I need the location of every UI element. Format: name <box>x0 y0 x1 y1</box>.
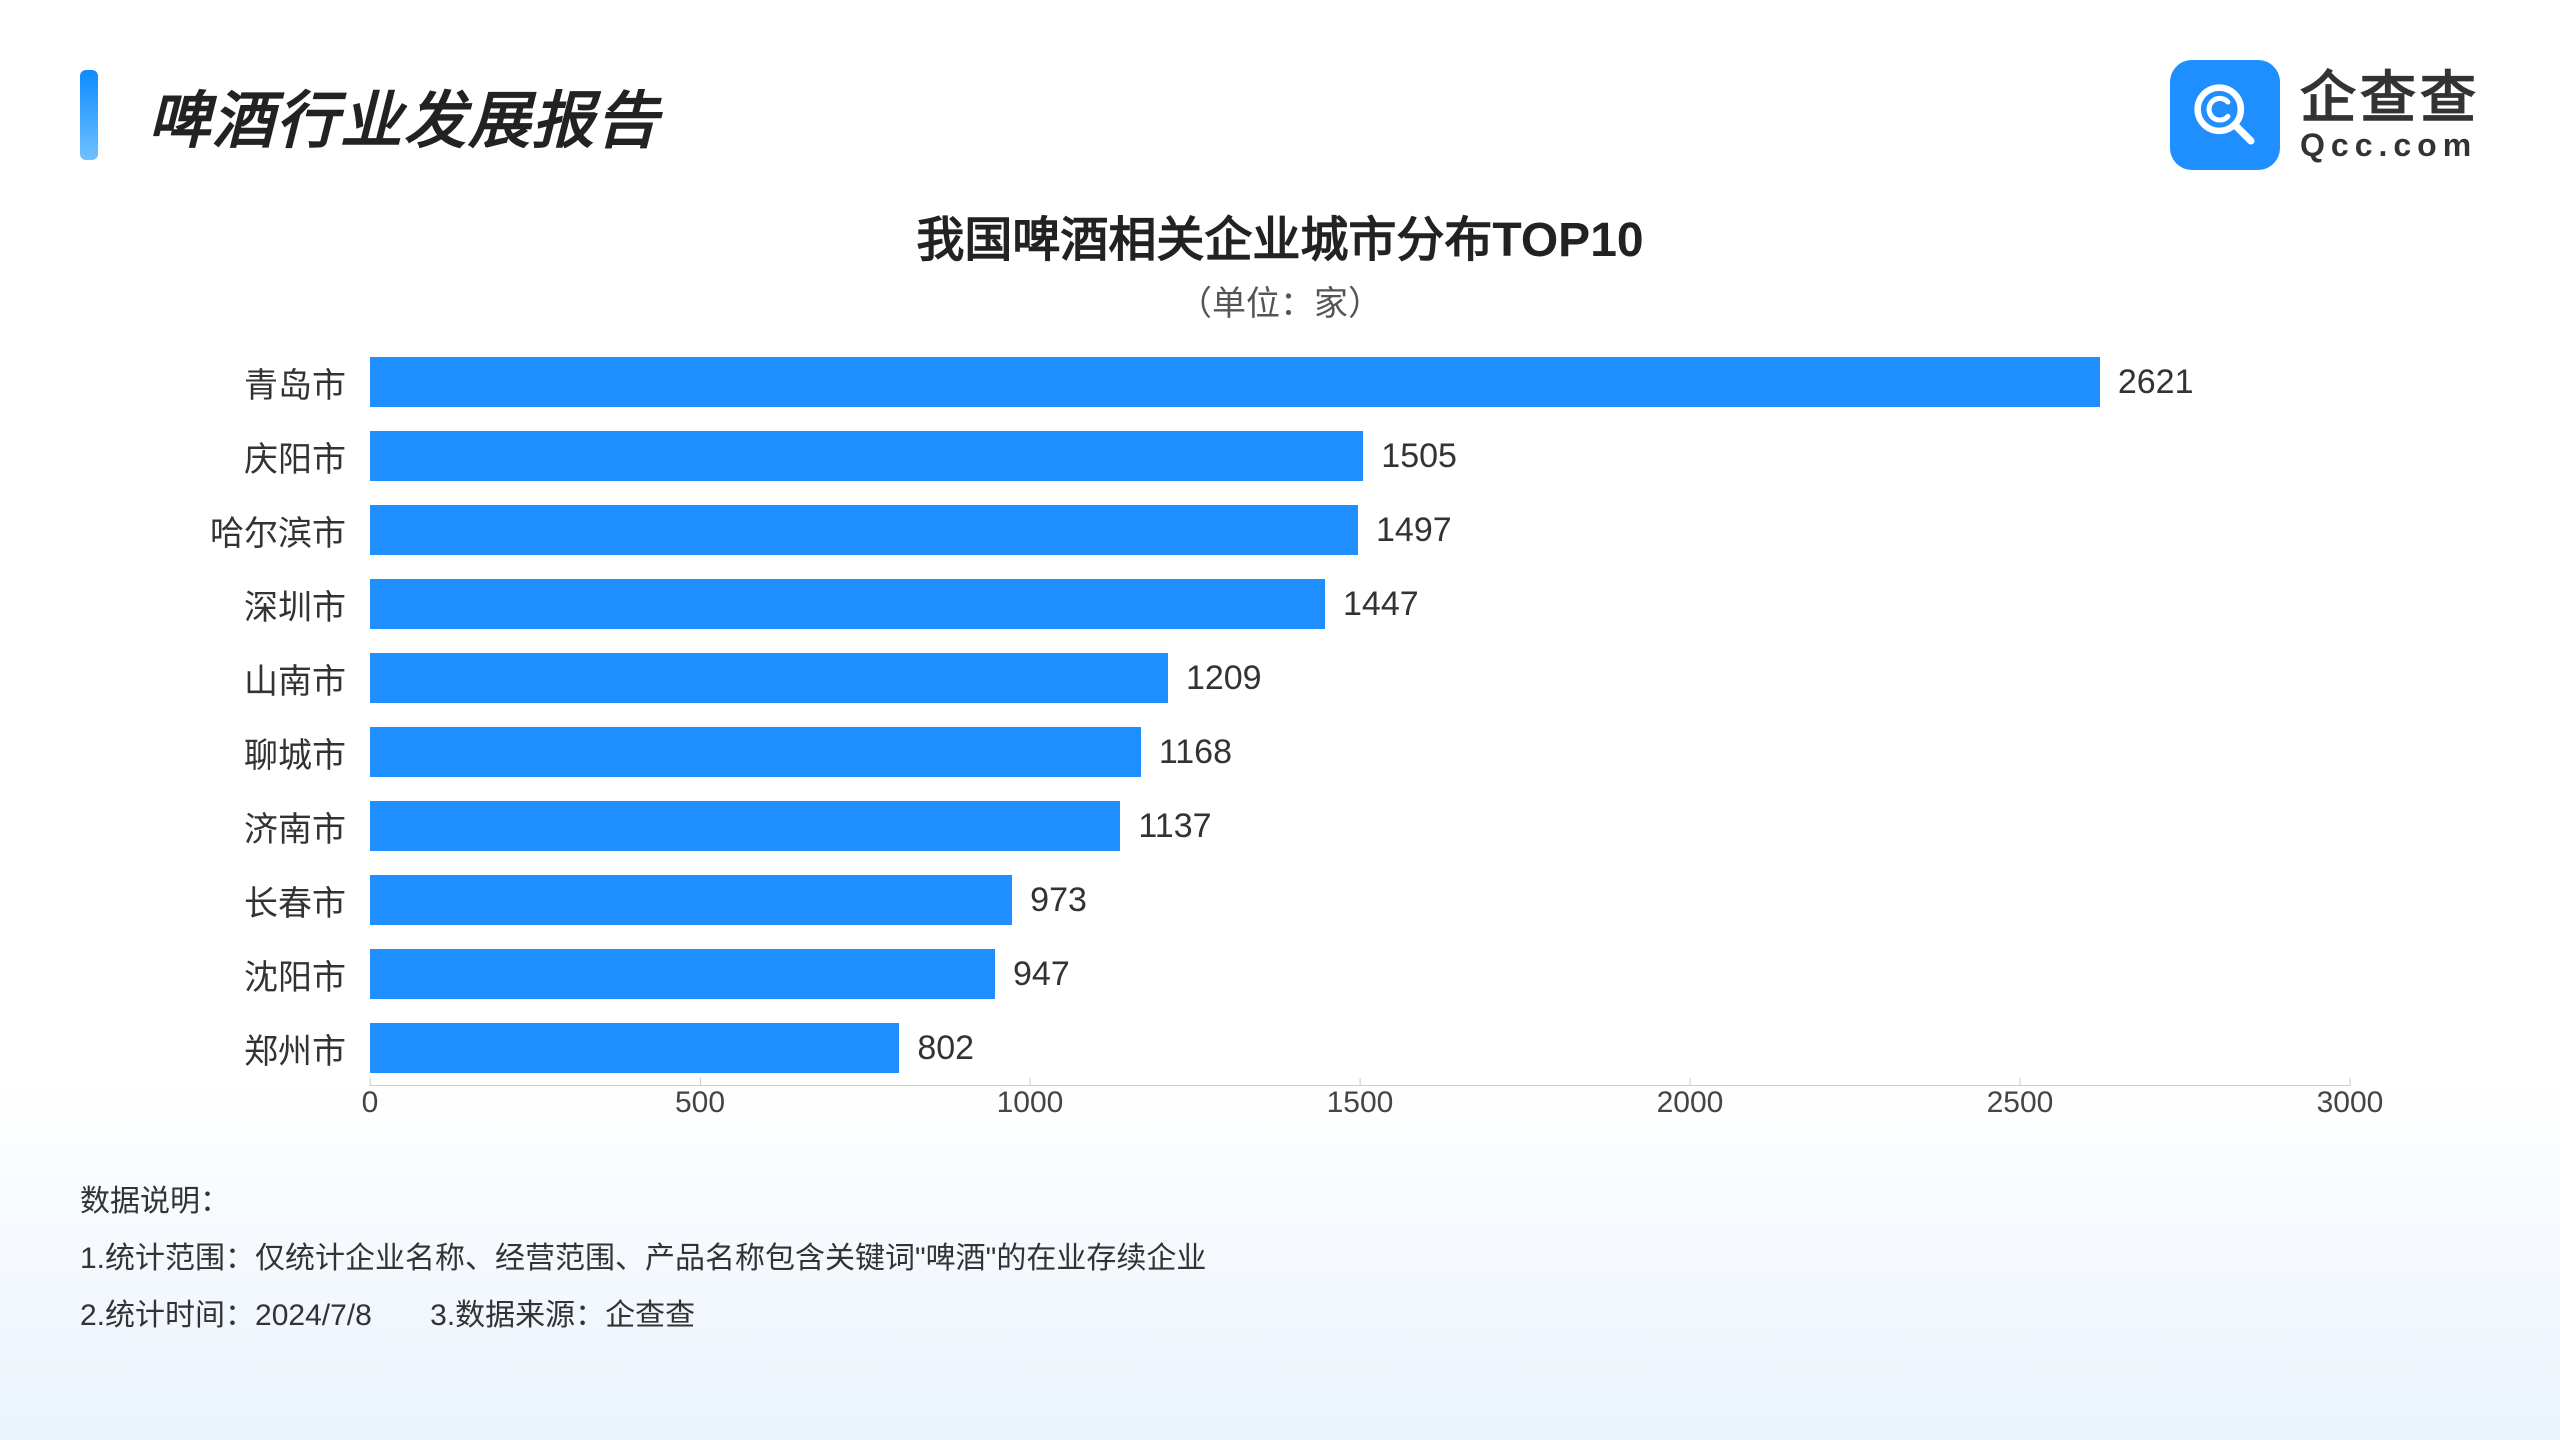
bar-label: 青岛市 <box>130 358 370 407</box>
logo-icon <box>2170 60 2280 170</box>
bar-row: 郑州市 802 <box>130 1011 2430 1085</box>
bar-value: 1137 <box>1138 807 1211 846</box>
bar-track: 1168 <box>370 715 2350 789</box>
axis-tick: 2000 <box>1657 1086 1724 1120</box>
bar-value: 1447 <box>1343 585 1419 624</box>
bar-label: 长春市 <box>130 876 370 925</box>
bar-track: 1137 <box>370 789 2350 863</box>
footnote-line2a: 2.统计时间：2024/7/8 <box>80 1299 372 1332</box>
bar <box>370 1023 899 1073</box>
logo-text: 企查查 Qcc.com <box>2300 67 2480 164</box>
bar-label: 沈阳市 <box>130 950 370 999</box>
footnote-line2b: 3.数据来源：企查查 <box>430 1299 695 1332</box>
x-axis: 050010001500200025003000 <box>370 1085 2350 1135</box>
header: 啤酒行业发展报告 企查查 Qcc.com <box>80 60 2480 170</box>
footnote-heading: 数据说明： <box>80 1173 2480 1230</box>
bar <box>370 505 1358 555</box>
bar-label: 哈尔滨市 <box>130 506 370 555</box>
axis-tick: 1000 <box>997 1086 1064 1120</box>
axis-tick: 1500 <box>1327 1086 1394 1120</box>
chart-title: 我国啤酒相关企业城市分布TOP10 <box>80 200 2480 270</box>
header-left: 啤酒行业发展报告 <box>80 70 660 160</box>
logo-en: Qcc.com <box>2300 128 2480 163</box>
bar-row: 深圳市 1447 <box>130 567 2430 641</box>
bar-value: 1209 <box>1186 659 1262 698</box>
report-title: 啤酒行业发展报告 <box>148 70 660 160</box>
axis-tick: 2500 <box>1987 1086 2054 1120</box>
bar-value: 1168 <box>1159 733 1232 772</box>
footnote-line2: 2.统计时间：2024/7/8 3.数据来源：企查查 <box>80 1287 2480 1344</box>
bar-track: 1497 <box>370 493 2350 567</box>
bar-row: 长春市 973 <box>130 863 2430 937</box>
bar-label: 山南市 <box>130 654 370 703</box>
bar-value: 1497 <box>1376 511 1452 550</box>
bar-value: 947 <box>1013 955 1070 994</box>
bar <box>370 357 2100 407</box>
accent-bar <box>80 70 98 160</box>
bar-label: 郑州市 <box>130 1024 370 1073</box>
bar <box>370 801 1120 851</box>
logo-cn: 企查查 <box>2300 67 2480 129</box>
bar-value: 1505 <box>1381 437 1457 476</box>
bar-row: 山南市 1209 <box>130 641 2430 715</box>
bar-row: 济南市 1137 <box>130 789 2430 863</box>
footnotes: 数据说明： 1.统计范围：仅统计企业名称、经营范围、产品名称包含关键词"啤酒"的… <box>80 1173 2480 1344</box>
report-container: 啤酒行业发展报告 企查查 Qcc.com 我国啤酒相关企业城市分布TOP10 （… <box>0 0 2560 1440</box>
bar-label: 庆阳市 <box>130 432 370 481</box>
bar <box>370 431 1363 481</box>
bar-track: 2621 <box>370 345 2350 419</box>
bar-track: 1505 <box>370 419 2350 493</box>
bar-value: 973 <box>1030 881 1087 920</box>
axis-tick: 0 <box>362 1086 379 1120</box>
chart-subtitle: （单位：家） <box>80 276 2480 325</box>
bar-label: 聊城市 <box>130 728 370 777</box>
bar-track: 1209 <box>370 641 2350 715</box>
bar <box>370 949 995 999</box>
bar-label: 济南市 <box>130 802 370 851</box>
bar <box>370 579 1325 629</box>
bar-value: 2621 <box>2118 363 2194 402</box>
bar-label: 深圳市 <box>130 580 370 629</box>
bar-row: 聊城市 1168 <box>130 715 2430 789</box>
bar-list: 青岛市 2621 庆阳市 1505 哈尔滨市 1497 深圳市 1447 山南市 1209 聊城市 1… <box>130 345 2430 1085</box>
bar-track: 973 <box>370 863 2350 937</box>
logo: 企查查 Qcc.com <box>2170 60 2480 170</box>
footnote-line1: 1.统计范围：仅统计企业名称、经营范围、产品名称包含关键词"啤酒"的在业存续企业 <box>80 1230 2480 1287</box>
bar-row: 庆阳市 1505 <box>130 419 2430 493</box>
bar-track: 1447 <box>370 567 2350 641</box>
bar-track: 947 <box>370 937 2350 1011</box>
bar <box>370 653 1168 703</box>
magnify-c-icon <box>2189 79 2261 151</box>
bar-row: 青岛市 2621 <box>130 345 2430 419</box>
axis-tick: 500 <box>675 1086 725 1120</box>
bar <box>370 727 1141 777</box>
axis-tick: 3000 <box>2317 1086 2384 1120</box>
bar <box>370 875 1012 925</box>
chart-area: 青岛市 2621 庆阳市 1505 哈尔滨市 1497 深圳市 1447 山南市 1209 聊城市 1… <box>130 345 2430 1145</box>
chart-title-block: 我国啤酒相关企业城市分布TOP10 （单位：家） <box>80 200 2480 325</box>
bar-value: 802 <box>917 1029 974 1068</box>
bar-row: 沈阳市 947 <box>130 937 2430 1011</box>
bar-track: 802 <box>370 1011 2350 1085</box>
bar-row: 哈尔滨市 1497 <box>130 493 2430 567</box>
